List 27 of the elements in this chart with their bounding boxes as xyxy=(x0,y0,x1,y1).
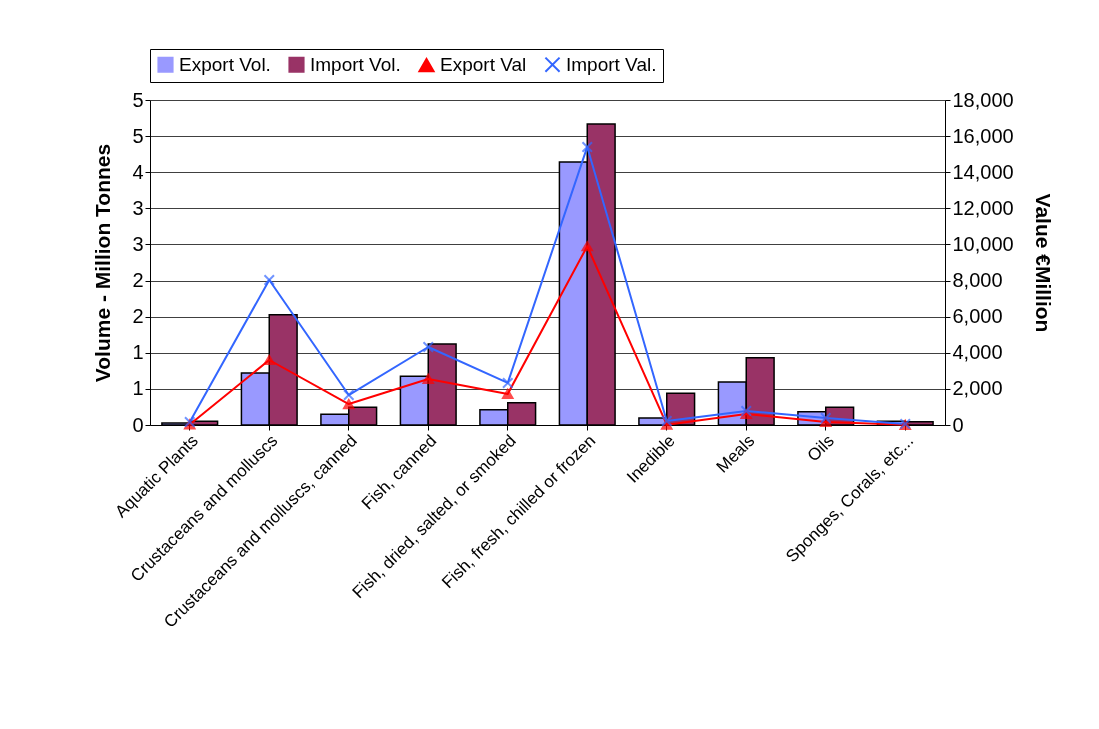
legend-label: Export Val xyxy=(440,54,527,76)
y-tick-label: 0 xyxy=(132,413,144,436)
y2-tick-label: 6,000 xyxy=(952,305,1003,328)
y2-tick-label: 12,000 xyxy=(952,196,1014,219)
y-tick-label: 2 xyxy=(132,305,144,328)
x-tick-label: Oils xyxy=(803,431,838,466)
y2-tick-label: 4,000 xyxy=(952,341,1003,364)
y2-axis-title: Value €Million xyxy=(1031,193,1055,333)
y-tick-label: 1 xyxy=(132,377,144,400)
legend-label: Export Vol. xyxy=(179,53,271,75)
y-tick-label: 5 xyxy=(132,124,144,147)
y-axis-title: Volume - Million Tonnes xyxy=(91,143,115,383)
y-tick-label: 1 xyxy=(132,341,144,364)
y-tick-label: 5 xyxy=(132,88,144,111)
y2-tick-label: 0 xyxy=(952,413,964,436)
y2-tick-label: 2,000 xyxy=(952,377,1003,400)
y-tick-label: 3 xyxy=(132,232,144,255)
y-tick-label: 4 xyxy=(132,160,144,183)
y2-tick-label: 16,000 xyxy=(952,124,1014,147)
legend-label: Import Val. xyxy=(566,53,657,75)
y2-tick-label: 14,000 xyxy=(952,160,1014,183)
y-tick-label: 2 xyxy=(132,269,144,292)
y2-tick-label: 10,000 xyxy=(952,232,1014,255)
legend-label: Import Vol. xyxy=(310,53,401,75)
y2-tick-label: 18,000 xyxy=(952,88,1014,111)
y2-tick-label: 8,000 xyxy=(952,269,1003,292)
y-tick-label: 3 xyxy=(132,196,144,219)
